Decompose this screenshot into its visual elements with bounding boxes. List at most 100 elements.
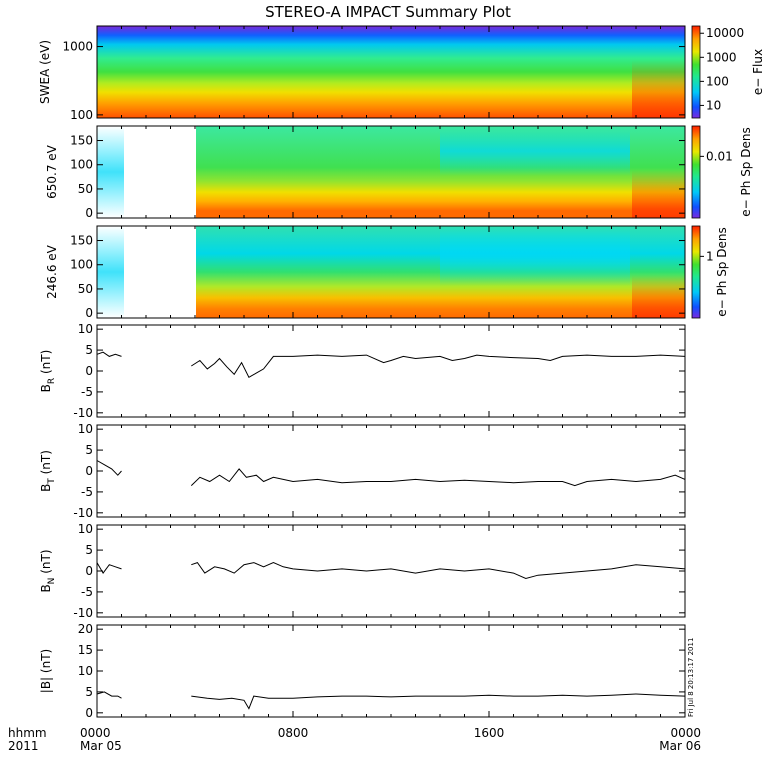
spec246-colorbar [691,225,701,319]
y-tick-label: -10 [73,606,93,620]
y-tick-label: -5 [81,385,93,399]
swea-colorbar-ticks: 10 100 1000 10000 [700,26,744,112]
y-tick-label: 150 [70,134,93,148]
bn-ylabel: BN (nT) [39,549,57,592]
br-series-line [96,351,686,378]
colorbar-tick-label: 100 [706,74,729,88]
bn-ylabel-unit: (nT) [39,549,53,577]
y-tick-label: 100 [70,258,93,272]
time-tick-date: Mar 05 [80,739,122,753]
line-panel-bmag: |B| (nT) 0 5 10 15 20 Fri Jul 8 20:13:17 201… [39,622,695,720]
y-tick-label: 10 [78,422,93,436]
time-axis-label-hhmm: hhmm [8,726,47,740]
bmag-series-line [96,691,686,710]
br-ylabel: BR (nT) [39,350,57,393]
spec246-colorbar-label: e− Ph Sp Dens [715,227,729,316]
y-tick-label: 20 [78,622,93,636]
bmag-frame [96,624,686,718]
bt-frame [96,424,686,518]
bmag-ylabel: |B| (nT) [39,649,53,693]
spec650-colorbar-ticks: 0.01 [700,149,733,163]
time-axis-label-year: 2011 [8,739,39,753]
swea-spectrogram [97,26,685,118]
y-tick-label: -10 [73,406,93,420]
swea-colorbar [691,25,701,119]
swea-late-enhancement [632,60,685,118]
print-timestamp: Fri Jul 8 20:13:17 2011 [687,638,695,717]
colorbar-tick-label: 1 [706,249,714,263]
time-tick-date: Mar 06 [659,739,701,753]
y-tick-label: 100 [70,108,93,122]
y-tick-label: 100 [70,158,93,172]
spec650-ylabel: 650.7 eV [45,144,59,199]
bmag-yticks: 0 5 10 15 20 [78,622,685,720]
br-ylabel-sub: R [47,378,57,384]
br-ylabel-main: B [39,384,53,392]
time-tick-label: 0000 [80,726,111,740]
y-tick-label: 0 [85,306,93,320]
y-tick-label: 0 [85,364,93,378]
spec246-early-segment [97,226,124,318]
swea-ylabel: SWEA (eV) [38,40,52,104]
y-tick-label: 5 [85,443,93,457]
br-yticks: -10 -5 0 5 10 [73,322,685,420]
y-tick-label: 0 [85,464,93,478]
y-tick-label: 10 [78,322,93,336]
spectrogram-panel-swea: SWEA (eV) 1000 100 10 100 1000 10000 e− Flux [38,25,765,122]
spec246-colorbar-ticks: 1 [700,249,714,263]
spec246-depletion [440,226,630,286]
bn-ylabel-main: B [39,584,53,592]
bn-ylabel-sub: N [47,578,57,585]
y-tick-label: -5 [81,585,93,599]
colorbar-tick-label: 10 [706,98,721,112]
spectrogram-panel-650: 650.7 eV 0 50 100 150 0.01 e− Ph Sp Dens [45,125,753,220]
y-tick-label: 5 [85,685,93,699]
line-panel-bn: BN (nT) -10 -5 0 5 10 [39,522,686,620]
swea-colorbar-label: e− Flux [751,49,765,95]
y-tick-label: 10 [78,522,93,536]
swea-yticks: 1000 100 [62,40,685,122]
bt-yticks: -10 -5 0 5 10 [73,422,685,520]
y-tick-label: 1000 [62,40,93,54]
y-tick-label: 5 [85,543,93,557]
colorbar-tick-label: 0.01 [706,149,733,163]
y-tick-label: 5 [85,343,93,357]
y-tick-label: -10 [73,506,93,520]
spec650-yticks: 0 50 100 150 [70,134,685,220]
time-tick-label: 0800 [278,726,309,740]
spec650-colorbar [691,125,701,219]
spec246-late-enhancement [632,275,685,318]
time-tick-label: 0000 [670,726,701,740]
spec650-depletion [440,126,630,176]
y-tick-label: 50 [78,182,93,196]
time-tick-label: 1600 [474,726,505,740]
bn-series-line [96,562,686,580]
bn-yticks: -10 -5 0 5 10 [73,522,685,620]
line-panel-bt: BT (nT) -10 -5 0 5 10 [39,422,686,520]
br-ylabel-unit: (nT) [39,350,53,378]
y-tick-label: 0 [85,564,93,578]
y-tick-label: 150 [70,234,93,248]
line-panel-br: BR (nT) -10 -5 0 5 10 [39,322,686,420]
bt-ylabel-unit: (nT) [39,450,53,478]
spectrogram-panel-246: 246.6 eV 0 50 100 150 1 e− Ph Sp Dens [45,225,729,320]
y-tick-label: -5 [81,485,93,499]
bt-series-line [96,460,686,487]
bt-ylabel: BT (nT) [39,450,57,492]
br-frame [96,324,686,418]
figure-title: STEREO-A IMPACT Summary Plot [265,3,511,21]
bt-ylabel-sub: T [47,478,57,485]
colorbar-tick-label: 1000 [706,50,737,64]
y-tick-label: 10 [78,664,93,678]
colorbar-tick-label: 10000 [706,26,744,40]
bt-ylabel-main: B [39,484,53,492]
spec650-early-segment [97,126,124,218]
spec650-colorbar-label: e− Ph Sp Dens [739,127,753,216]
spec650-late-enhancement [632,170,685,218]
y-tick-label: 0 [85,706,93,720]
spec246-yticks: 0 50 100 150 [70,234,685,320]
spec246-ylabel: 246.6 eV [45,244,59,299]
bn-frame [96,524,686,618]
